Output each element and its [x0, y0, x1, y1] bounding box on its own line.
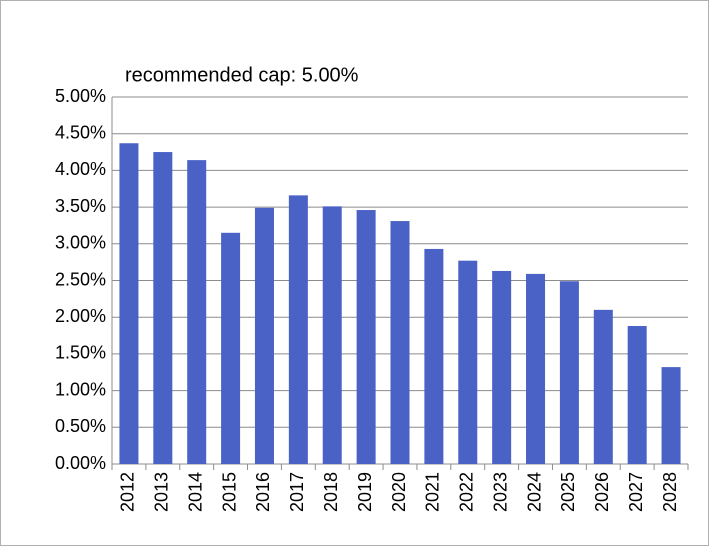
y-tick-label: 1.00% — [55, 379, 106, 399]
bar — [661, 367, 681, 464]
bar — [322, 206, 342, 464]
y-tick-label: 1.50% — [55, 343, 106, 363]
x-tick-label: 2021 — [423, 472, 443, 512]
y-tick-label: 0.50% — [55, 416, 106, 436]
x-tick-label: 2014 — [185, 472, 205, 512]
x-tick-label: 2020 — [389, 472, 409, 512]
bar — [526, 273, 546, 464]
bar — [559, 281, 579, 464]
bar — [627, 326, 647, 464]
x-tick-label: 2015 — [219, 472, 239, 512]
bar — [187, 160, 207, 464]
y-tick-label: 4.00% — [55, 159, 106, 179]
x-tick-label: 2024 — [524, 472, 544, 512]
bar — [356, 210, 376, 464]
x-tick-label: 2027 — [626, 472, 646, 512]
y-tick-label: 3.50% — [55, 196, 106, 216]
x-tick-label: 2013 — [152, 472, 172, 512]
bar — [492, 270, 512, 464]
x-tick-label: 2018 — [321, 472, 341, 512]
y-tick-label: 3.00% — [55, 233, 106, 253]
x-tick-label: 2019 — [355, 472, 375, 512]
x-tick-label: 2028 — [660, 472, 680, 512]
bar — [254, 207, 274, 465]
y-tick-label: 5.00% — [55, 86, 106, 106]
x-tick-label: 2012 — [118, 472, 138, 512]
bar — [119, 143, 139, 464]
bar — [424, 248, 444, 464]
bar — [593, 309, 613, 464]
x-tick-label: 2017 — [287, 472, 307, 512]
y-tick-label: 2.50% — [55, 269, 106, 289]
annotation: recommended cap: 5.00% — [125, 64, 359, 86]
y-tick-label: 2.00% — [55, 306, 106, 326]
y-tick-label: 0.00% — [55, 453, 106, 473]
x-tick-label: 2026 — [592, 472, 612, 512]
bar — [458, 260, 478, 464]
bar — [221, 232, 241, 464]
x-tick-label: 2025 — [558, 472, 578, 512]
x-tick-label: 2016 — [253, 472, 273, 512]
y-tick-label: 4.50% — [55, 122, 106, 142]
bar — [153, 152, 173, 465]
bar — [390, 221, 410, 464]
x-tick-label: 2023 — [490, 472, 510, 512]
bar — [288, 195, 308, 464]
x-tick-label: 2022 — [457, 472, 477, 512]
